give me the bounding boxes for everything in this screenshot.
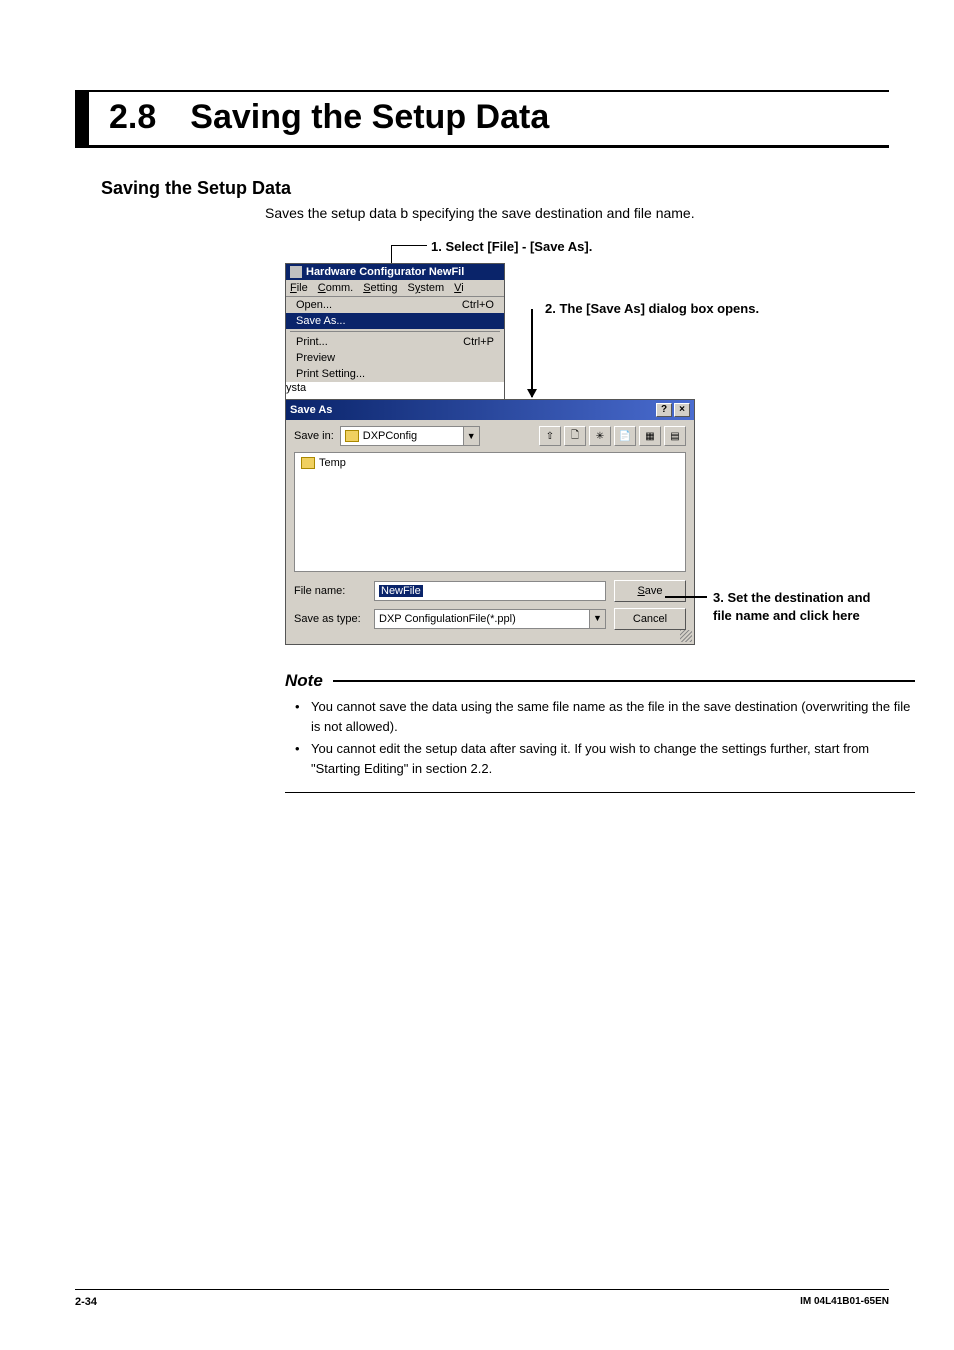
resize-grip[interactable] [680, 630, 692, 642]
tb-list-icon[interactable]: 📄 [614, 426, 636, 446]
saveas-title: Save As [290, 404, 332, 416]
filename-input[interactable]: NewFile [374, 581, 606, 601]
close-button[interactable]: × [674, 403, 690, 417]
section-title: Saving the Setup Data [190, 98, 549, 137]
callout-2: 2. The [Save As] dialog box opens. [545, 301, 759, 316]
menubar: File Comm. Setting System Vi [286, 280, 504, 297]
saveastype-combo[interactable]: DXP ConfigulationFile(*.ppl) ▼ [374, 609, 606, 629]
app-icon [290, 266, 302, 278]
dropdown-icon[interactable]: ▼ [589, 610, 605, 628]
callout-3a: 3. Set the destination and [713, 590, 870, 605]
section-heading: 2.8 Saving the Setup Data [75, 90, 889, 148]
file-list[interactable]: Temp [294, 452, 686, 572]
menu-item-preview[interactable]: Preview [286, 350, 504, 366]
menu-item-printsetting[interactable]: Print Setting... [286, 366, 504, 382]
callout-3: 3. Set the destination and file name and… [713, 589, 870, 624]
menu-comm[interactable]: Comm. [318, 282, 353, 294]
tb-details-icon[interactable]: ▦ [639, 426, 661, 446]
dropdown-icon[interactable]: ▼ [463, 427, 479, 445]
note-heading-row: Note [285, 671, 915, 691]
file-dropdown: Open... Ctrl+O Save As... Print... Ctrl+… [286, 297, 504, 382]
filemenu-titlebar: Hardware Configurator NewFil [286, 264, 504, 280]
toolbar-icons: ⇧ 🗋 ✳ 📄 ▦ ▤ [539, 426, 686, 446]
page-footer: 2-34 IM 04L41B01-65EN [75, 1289, 889, 1308]
saveastype-value: DXP ConfigulationFile(*.ppl) [379, 613, 516, 625]
callout-1: 1. Select [File] - [Save As]. [431, 239, 592, 254]
list-item-label: Temp [319, 457, 346, 469]
page-number: 2-34 [75, 1296, 97, 1308]
intro-text: Saves the setup data b specifying the sa… [265, 205, 889, 221]
saveas-dialog: Save As ? × Save in: DXPConfig ▼ ⇧ 🗋 ✳ 📄 [285, 399, 695, 645]
menu-item-saveas-label: Save As... [296, 315, 346, 327]
note-heading: Note [285, 671, 323, 691]
manual-code: IM 04L41B01-65EN [800, 1296, 889, 1308]
menu-setting[interactable]: Setting [363, 282, 397, 294]
tb-view-icon[interactable]: ▤ [664, 426, 686, 446]
savein-value: DXPConfig [363, 430, 417, 442]
menu-item-open-label: Open... [296, 299, 332, 311]
menu-item-open-accel: Ctrl+O [462, 299, 494, 311]
diagram-area: 1. Select [File] - [Save As]. Hardware C… [285, 239, 915, 659]
saveas-toolbar: Save in: DXPConfig ▼ ⇧ 🗋 ✳ 📄 ▦ ▤ [286, 420, 694, 452]
menu-system[interactable]: System [407, 282, 444, 294]
tb-up-icon[interactable]: ⇧ [539, 426, 561, 446]
menu-item-open[interactable]: Open... Ctrl+O [286, 297, 504, 313]
filename-label: File name: [294, 585, 366, 597]
callout-3-line [665, 596, 707, 598]
side-hint-1: ysta [286, 382, 504, 394]
menu-item-print-accel: Ctrl+P [463, 336, 494, 348]
folder-icon [301, 457, 315, 469]
note-item: You cannot edit the setup data after sav… [285, 739, 915, 779]
saveas-fields: File name: NewFile Save Save as type: DX… [286, 572, 694, 644]
menu-item-print[interactable]: Print... Ctrl+P [286, 334, 504, 350]
list-item[interactable]: Temp [301, 457, 679, 469]
filemenu-title: Hardware Configurator NewFil [306, 266, 464, 278]
section-number: 2.8 [109, 98, 156, 137]
callout-3b: file name and click here [713, 608, 860, 623]
save-button[interactable]: Save [614, 580, 686, 602]
menu-item-printsetting-label: Print Setting... [296, 368, 365, 380]
note-item: You cannot save the data using the same … [285, 697, 915, 737]
saveastype-label: Save as type: [294, 613, 366, 625]
note-list: You cannot save the data using the same … [285, 697, 915, 793]
menu-view[interactable]: Vi [454, 282, 464, 294]
saveas-titlebar: Save As ? × [286, 400, 694, 420]
help-button[interactable]: ? [656, 403, 672, 417]
subheading: Saving the Setup Data [101, 178, 889, 199]
tb-desktop-icon[interactable]: 🗋 [564, 426, 586, 446]
callout-2-arrow [531, 309, 533, 397]
menu-file[interactable]: File [290, 282, 308, 294]
tb-newfolder-icon[interactable]: ✳ [589, 426, 611, 446]
menu-separator [290, 331, 500, 332]
savein-label: Save in: [294, 430, 334, 442]
note-block: Note You cannot save the data using the … [285, 671, 915, 793]
menu-item-print-label: Print... [296, 336, 328, 348]
note-rule [333, 680, 915, 682]
savein-combo[interactable]: DXPConfig ▼ [340, 426, 480, 446]
filename-value: NewFile [379, 585, 423, 597]
menu-item-preview-label: Preview [296, 352, 335, 364]
cancel-button[interactable]: Cancel [614, 608, 686, 630]
folder-icon [345, 430, 359, 442]
menu-item-saveas[interactable]: Save As... [286, 313, 504, 329]
